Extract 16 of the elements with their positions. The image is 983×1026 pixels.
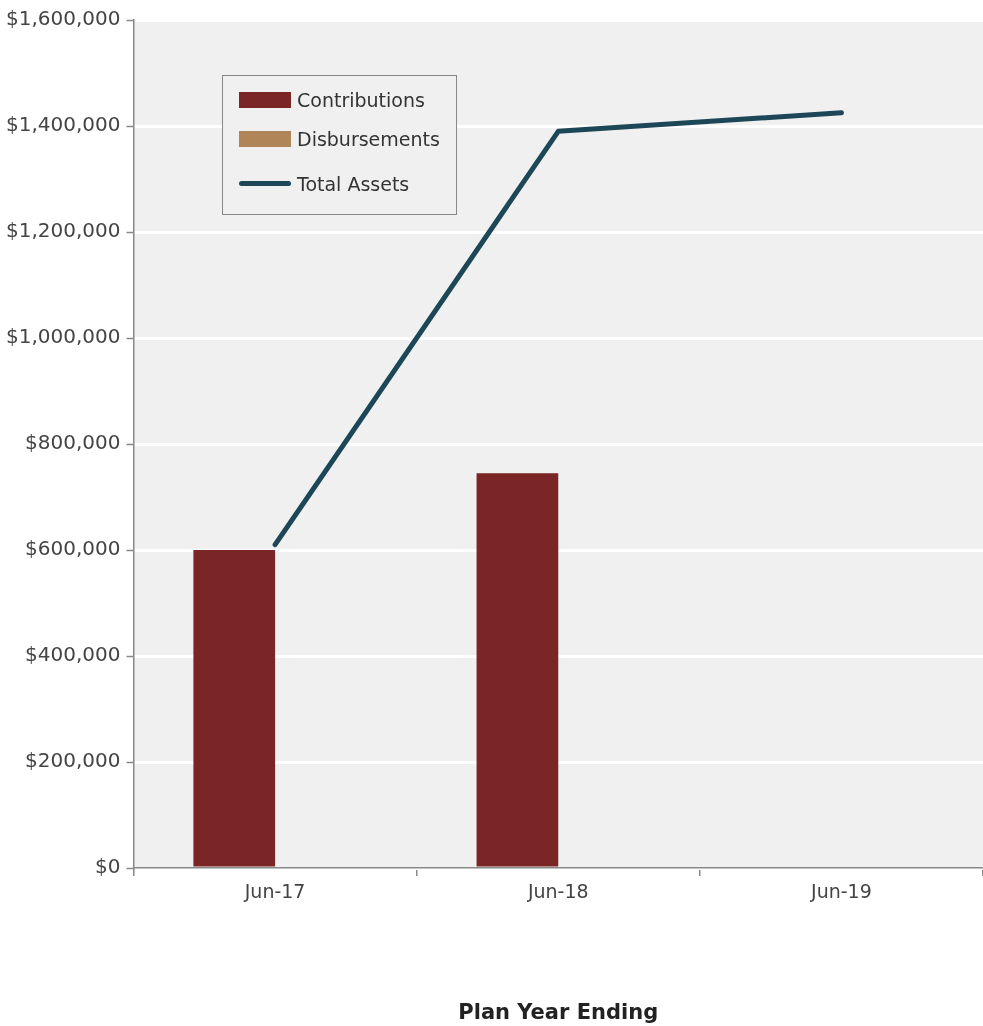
y-tick-label: $400,000 (25, 642, 121, 667)
y-tick-label: $1,200,000 (6, 218, 121, 243)
y-tick-label: $1,600,000 (6, 6, 121, 31)
y-tick-label: $1,000,000 (6, 324, 121, 349)
x-tick-label: Jun-19 (810, 880, 872, 903)
x-tick-label: Jun-17 (243, 880, 306, 903)
y-tick-label: $0 (95, 854, 121, 879)
y-tick-label: $800,000 (25, 430, 121, 455)
x-tick-label: Jun-18 (526, 880, 589, 903)
y-tick-label: $600,000 (25, 536, 121, 561)
legend-label: Total Assets (297, 172, 410, 195)
y-tick-label: $1,400,000 (6, 112, 121, 137)
legend-label: Disbursements (297, 127, 440, 150)
y-tick-label: $200,000 (25, 748, 121, 773)
x-axis-title: Plan Year Ending (458, 999, 659, 1024)
legend-label: Contributions (297, 89, 425, 111)
